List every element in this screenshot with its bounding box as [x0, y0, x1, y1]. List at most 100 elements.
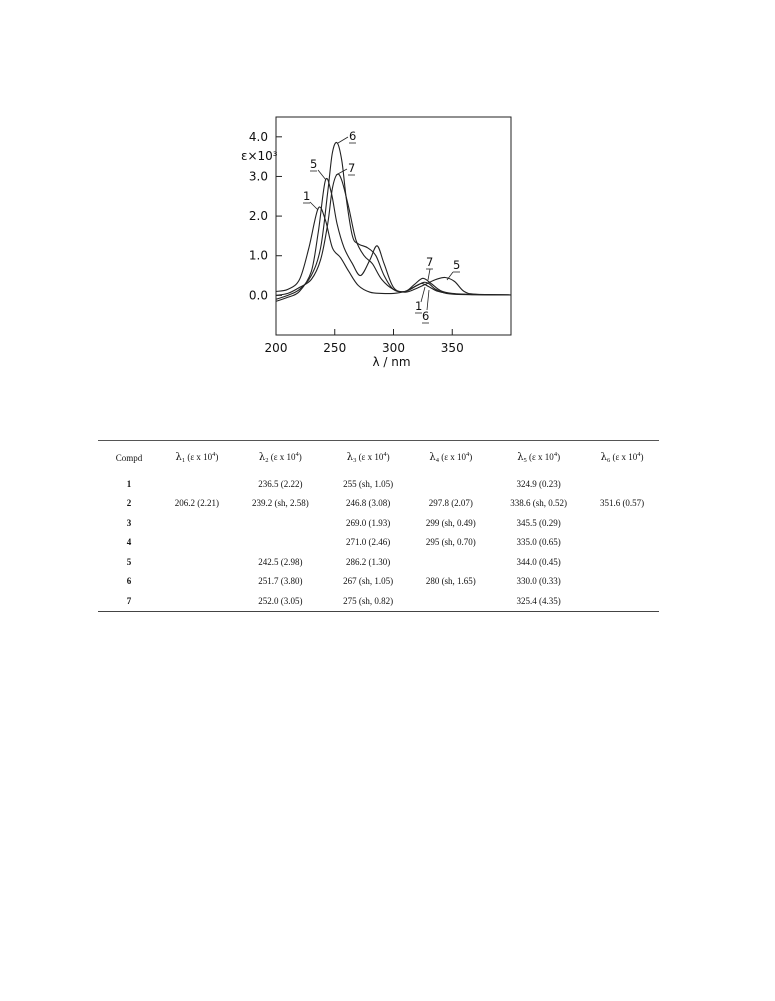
- curve-label-6: 1: [415, 299, 422, 313]
- y-tick-label-2: 2.0: [249, 209, 268, 223]
- y-tick-label-4: 0.0: [249, 288, 268, 302]
- x-tick-label-0: 200: [265, 341, 288, 355]
- curve-label-leader-7: [426, 289, 430, 311]
- x-tick-label-1: 250: [323, 341, 346, 355]
- uv-data-table-container: Compd λ1 (ε x 104) λ2 (ε x 104) λ3 (ε x 104…: [98, 440, 659, 612]
- x-tick-label-2: 300: [382, 341, 405, 355]
- table-body: 1 236.5 (2.22) 255 (sh, 1.05) 324.9 (0.23) 2…: [98, 474, 659, 611]
- table-cell: 267 (sh, 1.05): [343, 576, 394, 587]
- y-tick-label-1: 3.0: [249, 169, 268, 183]
- lambda-subscript: 2: [265, 457, 269, 464]
- header-unit-text: (ε x 10: [526, 452, 554, 462]
- header-lambda-6: λ6 (ε x 104): [585, 441, 659, 475]
- table-cell: 236.5 (2.22): [258, 478, 303, 489]
- header-lambda-3: λ3 (ε x 104): [327, 441, 410, 475]
- curve-label-leader-2: [337, 136, 349, 144]
- curve-7: [275, 173, 512, 296]
- lambda-symbol: λ: [346, 452, 354, 463]
- table-cell: [409, 591, 492, 611]
- compound-number: 7: [126, 595, 132, 606]
- table-cell: 351.6 (0.57): [599, 498, 645, 509]
- lambda-subscript: 5: [523, 457, 527, 464]
- compound-number: 3: [126, 517, 132, 528]
- table-cell: [585, 474, 659, 494]
- table-cell: 325.4 (4.35): [516, 595, 561, 606]
- table-cell: 246.8 (3.08): [346, 498, 391, 509]
- table-cell: [160, 591, 234, 611]
- table-cell: [585, 513, 659, 533]
- uv-spectrum-figure: 200 250 300 350 4.0 3.0 2.0 1.0 0.0 λ / nm ε×10³ 1 5…: [0, 0, 775, 400]
- curve-label-4: 7: [426, 255, 433, 269]
- lambda-subscript: 3: [353, 457, 357, 464]
- table-cell: [409, 552, 492, 572]
- header-unit-text: (ε x 10: [610, 452, 638, 462]
- curve-1: [275, 206, 512, 296]
- header-unit-text: (ε x 10: [438, 452, 466, 462]
- table-cell: [585, 552, 659, 572]
- curve-label-5: 5: [453, 258, 460, 272]
- table-cell: 324.9 (0.23): [516, 478, 561, 489]
- table-cell: 335.0 (0.65): [516, 537, 561, 548]
- table-cell: [409, 474, 492, 494]
- table-cell: 330.0 (0.33): [516, 576, 561, 587]
- y-tick-label-3: 1.0: [249, 249, 268, 263]
- curve-label-leader-0: [309, 201, 319, 211]
- curve-label-3: 7: [348, 161, 355, 175]
- table-cell: [160, 533, 234, 553]
- table-cell: 251.7 (3.80): [258, 576, 303, 587]
- curve-5: [275, 177, 512, 302]
- curve-label-leader-3: [335, 168, 348, 176]
- header-unit-text: (ε x 10: [185, 452, 213, 462]
- curve-label-7: 6: [422, 309, 429, 323]
- table-cell: 299 (sh, 0.49): [425, 517, 476, 528]
- curve-label-leader-4: [427, 268, 431, 281]
- table-row: 4 271.0 (2.46) 295 (sh, 0.70) 335.0 (0.65): [98, 533, 659, 553]
- header-close-paren: ): [557, 452, 561, 462]
- exponent: 4: [295, 451, 299, 458]
- uv-data-table: Compd λ1 (ε x 104) λ2 (ε x 104) λ3 (ε x 104…: [98, 440, 659, 612]
- table-row: 6 251.7 (3.80) 267 (sh, 1.05) 280 (sh, 1.65…: [98, 572, 659, 592]
- table-cell: 206.2 (2.21): [174, 498, 220, 509]
- table-cell: 295 (sh, 0.70): [425, 537, 476, 548]
- lambda-symbol: λ: [517, 452, 524, 463]
- x-tick-label-3: 350: [441, 341, 464, 355]
- table-row: 3 269.0 (1.93) 299 (sh, 0.49) 345.5 (0.29): [98, 513, 659, 533]
- curve-label-leader-1: [317, 169, 327, 181]
- table-cell: 242.5 (2.98): [258, 556, 303, 567]
- curve-label-leader-6: [420, 286, 426, 303]
- exponent: 4: [383, 451, 387, 458]
- table-cell: 269.0 (1.93): [346, 517, 391, 528]
- compound-number: 4: [126, 537, 132, 548]
- table-cell: 275 (sh, 0.82): [343, 595, 394, 606]
- header-lambda-5: λ5 (ε x 104): [492, 441, 585, 475]
- header-close-paren: ): [640, 452, 644, 462]
- table-cell: 252.0 (3.05): [258, 595, 303, 606]
- table-cell: [160, 513, 234, 533]
- y-tick-label-0: 4.0: [249, 130, 268, 144]
- header-lambda-4: λ4 (ε x 104): [409, 441, 492, 475]
- table-cell: [160, 572, 234, 592]
- table-cell: 286.2 (1.30): [346, 556, 391, 567]
- lambda-symbol: λ: [258, 452, 266, 463]
- header-lambda-1: λ1 (ε x 104): [160, 441, 234, 475]
- table-row: 1 236.5 (2.22) 255 (sh, 1.05) 324.9 (0.23): [98, 474, 659, 494]
- table-cell: [234, 513, 327, 533]
- table-cell: [585, 591, 659, 611]
- curve-label-2: 6: [349, 129, 356, 143]
- lambda-subscript: 1: [181, 457, 186, 464]
- x-axis-label: λ / nm: [372, 355, 410, 369]
- compound-number: 2: [126, 498, 132, 509]
- table-header: Compd λ1 (ε x 104) λ2 (ε x 104) λ3 (ε x 104…: [98, 440, 659, 475]
- header-close-paren: ): [298, 452, 302, 462]
- table-cell: [585, 572, 659, 592]
- table-cell: 255 (sh, 1.05): [343, 478, 394, 489]
- header-close-paren: ): [469, 452, 473, 462]
- table-cell: 344.0 (0.45): [516, 556, 561, 567]
- table-cell: [585, 533, 659, 553]
- table-row: 2 206.2 (2.21) 239.2 (sh, 2.58) 246.8 (3.08…: [98, 494, 659, 514]
- plot-frame: [275, 116, 512, 336]
- exponent: 4: [637, 451, 641, 458]
- compound-number: 5: [126, 556, 132, 567]
- header-lambda-2: λ2 (ε x 104): [234, 441, 327, 475]
- table-cell: 345.5 (0.29): [516, 517, 561, 528]
